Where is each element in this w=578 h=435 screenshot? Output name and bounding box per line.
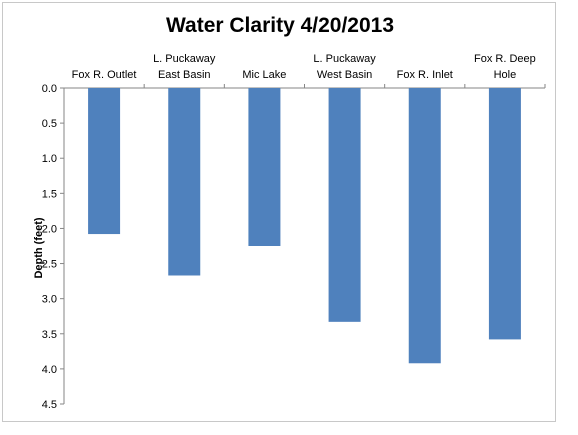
y-tick-label: 4.0 — [42, 364, 57, 376]
y-tick-label: 2.5 — [42, 259, 57, 271]
category-label: Hole — [494, 69, 517, 81]
category-label: West Basin — [317, 69, 372, 81]
y-tick-label: 3.5 — [42, 329, 57, 341]
bar — [88, 88, 121, 235]
category-label: Fox R. Deep — [474, 53, 536, 65]
y-tick-label: 1.5 — [42, 188, 57, 200]
plot-area: 0.0 0.5 1.0 1.5 2.0 2.5 3.0 3.5 4.0 4.5 Fox R. Out… — [42, 53, 546, 411]
y-tick-label: 3.0 — [42, 294, 57, 306]
y-tick-label: 4.5 — [42, 399, 57, 411]
bar — [168, 88, 201, 276]
y-tick-label: 1.0 — [42, 153, 57, 165]
bar — [408, 88, 441, 364]
category-label: Mic Lake — [242, 69, 286, 81]
category-label: Fox R. Inlet — [397, 69, 453, 81]
bar — [248, 88, 281, 246]
category-label: Fox R. Outlet — [72, 69, 137, 81]
category-label: L. Puckaway — [313, 53, 376, 65]
chart-title: Water Clarity 4/20/2013 — [166, 14, 394, 37]
y-tick-label: 2.0 — [42, 223, 57, 235]
bar — [488, 88, 521, 340]
y-tick-label: 0.0 — [42, 83, 57, 95]
y-tick-label: 0.5 — [42, 118, 57, 130]
y-axis-label: Depth (feet) — [33, 217, 45, 278]
category-label: L. Puckaway — [153, 53, 216, 65]
bar — [328, 88, 361, 322]
category-label: East Basin — [158, 69, 211, 81]
